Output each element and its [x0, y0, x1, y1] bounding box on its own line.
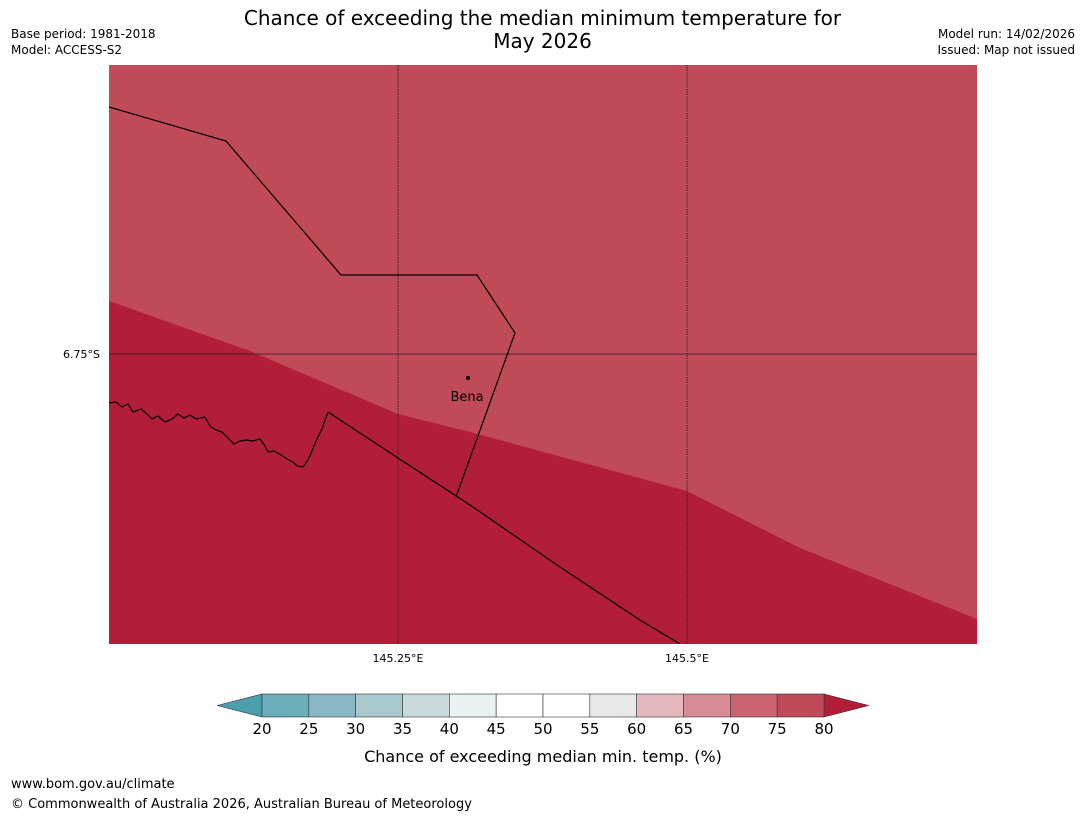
model-info: Base period: 1981-2018 Model: ACCESS-S2: [11, 26, 156, 58]
legend-cell: [589, 693, 637, 718]
legend-cell: [730, 693, 778, 718]
longitude-label-145-25: 145.25°E: [373, 652, 424, 665]
legend-tick-label: 40: [440, 720, 459, 738]
legend-tick-label: 45: [487, 720, 506, 738]
river-line: [109, 401, 329, 468]
legend-cell: [495, 693, 544, 718]
legend-cell: [636, 693, 684, 718]
footer: www.bom.gov.au/climate © Commonwealth of…: [11, 775, 472, 815]
legend-tick-label: 30: [346, 720, 365, 738]
footer-copyright: © Commonwealth of Australia 2026, Austra…: [11, 797, 472, 812]
legend-cell: [449, 693, 497, 718]
legend-cell: [402, 693, 450, 718]
province-boundary: [327, 411, 681, 644]
town-marker: [466, 376, 470, 380]
legend-tick-label: 65: [674, 720, 693, 738]
legend-tick-label: 20: [252, 720, 271, 738]
model-text: Model: ACCESS-S2: [11, 43, 123, 57]
legend-tick-label: 25: [299, 720, 318, 738]
issued-text: Issued: Map not issued: [937, 43, 1075, 57]
legend-cell: [683, 693, 731, 718]
legend-tick-labels: 20 25 30 35 40 45 50 55 60 65 70 75 80: [252, 720, 833, 738]
base-period-text: Base period: 1981-2018: [11, 27, 156, 41]
legend-title: Chance of exceeding median min. temp. (%…: [364, 747, 722, 766]
legend-cell: [308, 693, 356, 718]
legend-cell: [542, 693, 591, 718]
title-line-2: May 2026: [493, 29, 592, 53]
legend-tick-label: 80: [814, 720, 833, 738]
model-run-text: Model run: 14/02/2026: [937, 27, 1075, 41]
run-info: Model run: 14/02/2026 Issued: Map not is…: [937, 26, 1075, 58]
legend-tick-label: 35: [393, 720, 412, 738]
legend-tick-label: 50: [533, 720, 552, 738]
latitude-label: 6.75°S: [63, 348, 100, 361]
title-line-1: Chance of exceeding the median minimum t…: [243, 6, 842, 30]
legend: 20 25 30 35 40 45 50 55 60 65 70 75 80 Chance of exc…: [216, 693, 870, 766]
legend-cell: [776, 693, 825, 718]
legend-low-extend: [216, 693, 263, 718]
district-boundary: [109, 106, 516, 498]
footer-url: www.bom.gov.au/climate: [11, 777, 175, 792]
town-label: Bena: [450, 390, 483, 405]
longitude-label-145-5: 145.5°E: [665, 652, 709, 665]
legend-cell: [355, 693, 403, 718]
legend-color-cells: [261, 693, 825, 718]
map-panel: Bena: [109, 65, 977, 644]
legend-tick-label: 75: [768, 720, 787, 738]
probability-band-above-80: [109, 301, 977, 644]
page-title: Chance of exceeding the median minimum t…: [200, 7, 885, 53]
legend-high-extend: [823, 693, 870, 718]
legend-cell: [261, 693, 310, 718]
legend-tick-label: 60: [627, 720, 646, 738]
legend-tick-label: 55: [580, 720, 599, 738]
legend-tick-label: 70: [721, 720, 740, 738]
